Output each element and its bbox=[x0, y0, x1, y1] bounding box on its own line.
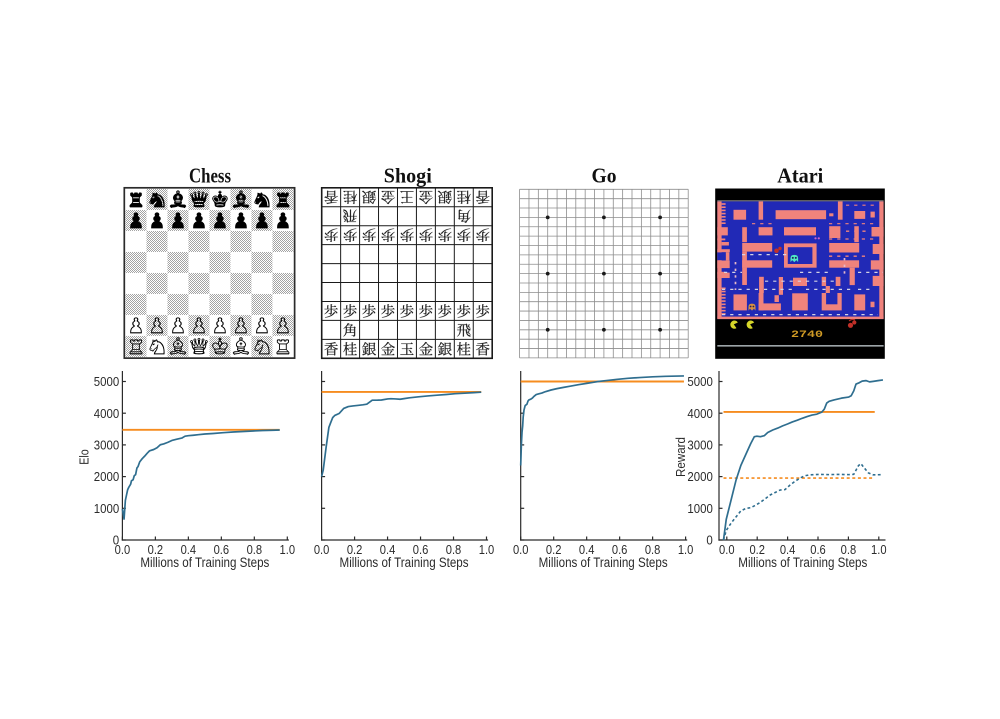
svg-text:Millions of Training Steps: Millions of Training Steps bbox=[738, 555, 867, 570]
svg-text:1.0: 1.0 bbox=[280, 542, 296, 557]
svg-text:1000: 1000 bbox=[94, 501, 119, 516]
svg-text:Reward: Reward bbox=[673, 437, 688, 477]
svg-text:Go: Go bbox=[592, 164, 617, 188]
svg-text:2000: 2000 bbox=[94, 469, 119, 484]
svg-text:2000: 2000 bbox=[687, 469, 712, 484]
svg-text:Millions of Training Steps: Millions of Training Steps bbox=[340, 555, 469, 570]
svg-text:0.4: 0.4 bbox=[380, 542, 396, 557]
svg-text:0.0: 0.0 bbox=[115, 542, 131, 557]
svg-text:5000: 5000 bbox=[687, 374, 712, 389]
svg-text:0.6: 0.6 bbox=[214, 542, 230, 557]
svg-text:Elo: Elo bbox=[77, 449, 92, 465]
svg-text:5000: 5000 bbox=[94, 374, 119, 389]
svg-text:0: 0 bbox=[706, 533, 712, 548]
svg-text:0.2: 0.2 bbox=[749, 542, 765, 557]
svg-text:3000: 3000 bbox=[94, 438, 119, 453]
svg-text:4000: 4000 bbox=[94, 406, 119, 421]
svg-text:Shogi: Shogi bbox=[384, 164, 432, 188]
svg-text:0.8: 0.8 bbox=[645, 542, 661, 557]
svg-text:0.6: 0.6 bbox=[810, 542, 826, 557]
svg-text:1.0: 1.0 bbox=[678, 542, 694, 557]
svg-text:Millions of Training Steps: Millions of Training Steps bbox=[140, 555, 269, 570]
svg-text:0.6: 0.6 bbox=[612, 542, 628, 557]
svg-text:0.0: 0.0 bbox=[513, 542, 529, 557]
svg-text:0.0: 0.0 bbox=[314, 542, 330, 557]
svg-text:0.2: 0.2 bbox=[148, 542, 164, 557]
svg-text:0.8: 0.8 bbox=[446, 542, 462, 557]
svg-text:0.2: 0.2 bbox=[546, 542, 562, 557]
svg-text:0.6: 0.6 bbox=[413, 542, 429, 557]
svg-text:0.4: 0.4 bbox=[579, 542, 595, 557]
svg-text:Atari: Atari bbox=[777, 164, 823, 188]
svg-text:0.4: 0.4 bbox=[780, 542, 796, 557]
svg-text:0.2: 0.2 bbox=[347, 542, 363, 557]
svg-text:0.8: 0.8 bbox=[841, 542, 857, 557]
svg-text:0.4: 0.4 bbox=[181, 542, 197, 557]
svg-text:1.0: 1.0 bbox=[479, 542, 495, 557]
svg-text:Chess: Chess bbox=[189, 164, 231, 188]
svg-text:0.0: 0.0 bbox=[719, 542, 735, 557]
svg-text:2740: 2740 bbox=[791, 329, 823, 341]
svg-text:4000: 4000 bbox=[687, 406, 712, 421]
svg-text:3000: 3000 bbox=[687, 438, 712, 453]
svg-text:1000: 1000 bbox=[687, 501, 712, 516]
svg-text:Millions of Training Steps: Millions of Training Steps bbox=[539, 555, 668, 570]
svg-text:0: 0 bbox=[113, 533, 119, 548]
svg-text:0.8: 0.8 bbox=[247, 542, 263, 557]
svg-text:1.0: 1.0 bbox=[871, 542, 887, 557]
